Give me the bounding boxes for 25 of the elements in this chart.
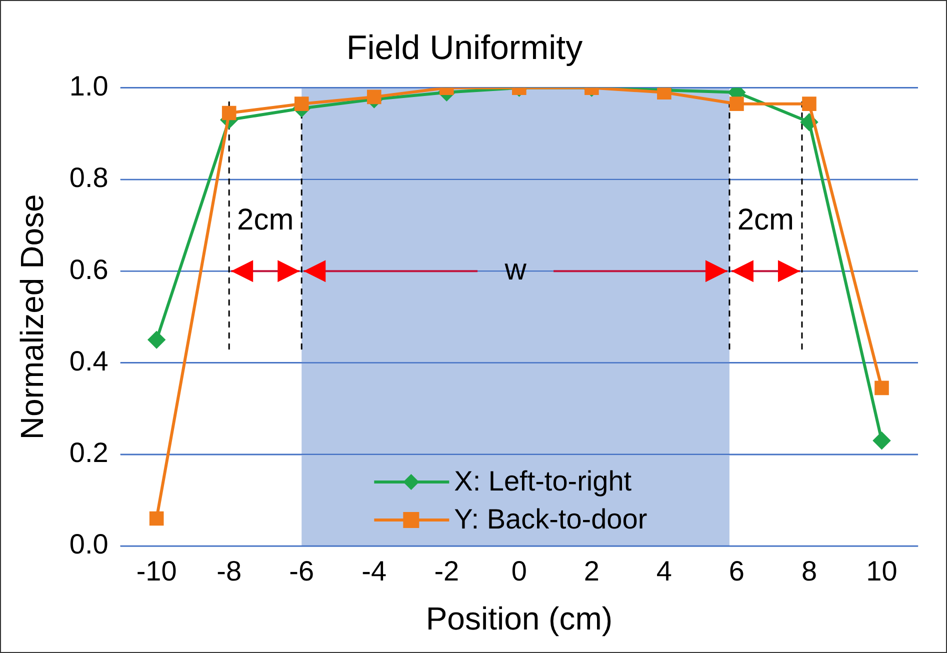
x-tick-label: 8 [801, 556, 818, 587]
y-tick-label: 1.0 [69, 70, 108, 102]
x-tick-label: 4 [656, 556, 672, 587]
x-tick-label: -2 [434, 556, 460, 587]
x-tick-label: 10 [866, 556, 898, 587]
y-tick-label: 0.4 [69, 345, 108, 376]
legend-label: Y: Back-to-door [454, 504, 648, 535]
annotation: 2cm [237, 203, 294, 236]
x-tick-label: -10 [136, 556, 177, 587]
x-tick-label: 6 [728, 556, 744, 587]
y-tick-label: 0.0 [69, 528, 108, 560]
x-tick-label: -4 [362, 556, 387, 587]
band-label: w [504, 253, 527, 286]
y-tick-label: 0.2 [69, 437, 108, 468]
legend-label: X: Left-to-right [454, 466, 632, 497]
x-tick-label: -6 [289, 556, 314, 587]
y-tick-label: 0.8 [69, 162, 108, 194]
x-tick-label: -8 [216, 556, 242, 587]
x-tick-label: 2 [584, 556, 600, 587]
y-tick-label: 0.6 [69, 254, 108, 285]
x-axis-title: Position (cm) [426, 600, 613, 637]
chart-title: Field Uniformity [346, 28, 583, 67]
annotation: 2cm [737, 203, 794, 236]
x-tick-label: 0 [511, 556, 527, 587]
y-axis-title: Normalized Dose [14, 194, 50, 440]
